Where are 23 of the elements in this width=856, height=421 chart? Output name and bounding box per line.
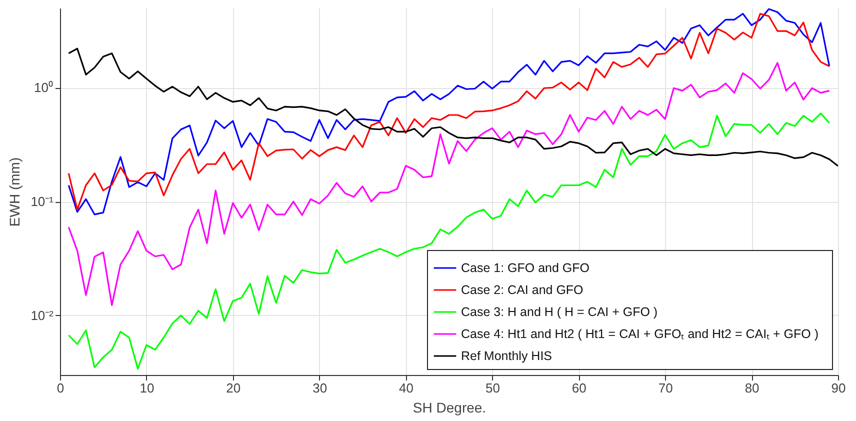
y-tick-label: 10⁻² <box>30 308 54 323</box>
y-tick-label: 10⁰ <box>34 80 54 96</box>
x-tick-label: 30 <box>312 380 328 396</box>
x-tick-label: 80 <box>744 380 760 396</box>
line-series <box>68 62 830 306</box>
legend-label: Case 1: GFO and GFO <box>461 261 590 275</box>
legend-label: Case 3: H and H ( H = CAI + GFO ) <box>461 305 658 319</box>
legend-label: Case 2: CAI and GFO <box>461 283 584 297</box>
y-axis-title: EWH (mm) <box>6 157 23 227</box>
x-axis-title: SH Degree. <box>412 400 486 416</box>
legend-label: Ref Monthly HIS <box>461 349 552 363</box>
x-tick-label: 20 <box>226 380 241 396</box>
line-series <box>68 112 830 370</box>
x-tick-label: 90 <box>831 380 846 396</box>
x-tick-label: 70 <box>658 380 673 396</box>
y-tick-label: 10⁻¹ <box>30 194 54 210</box>
x-tick-label: 40 <box>399 380 414 396</box>
legend-label: Case 4: Ht1 and Ht2 ( Ht1 = CAI + GFOₜ and Ht2 = CAIₜ + GFO ) <box>461 327 819 341</box>
x-tick-label: 10 <box>140 380 154 396</box>
x-tick-label: 0 <box>56 380 64 396</box>
x-tick-label: 60 <box>572 380 586 396</box>
line-series <box>68 48 838 167</box>
x-tick-label: 50 <box>485 380 500 396</box>
